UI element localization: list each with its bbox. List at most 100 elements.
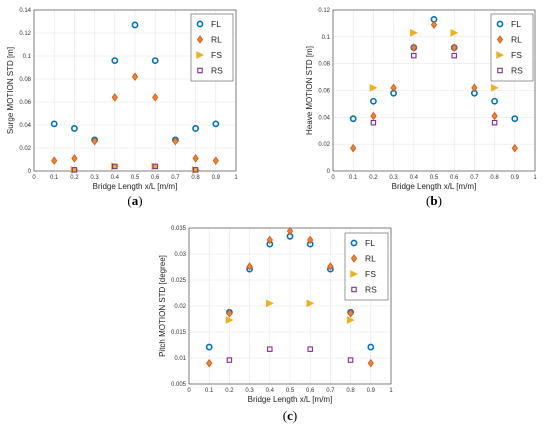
data-point-FL [71,125,78,132]
x-tick-label: 0 [331,175,335,181]
data-point-RS [347,357,354,363]
data-point-FL [511,115,519,123]
data-point-RL [172,136,179,146]
legend-marker-RS [197,67,203,74]
x-tick-label: 0.8 [346,388,355,394]
data-point-RL [266,235,273,245]
legend-label-FL: FL [365,238,375,248]
x-tick-label: 0.8 [490,175,499,181]
data-point-RS [112,163,118,170]
x-tick-label: 1 [389,388,393,394]
x-tick-label: 0.1 [349,175,358,181]
legend-label-FL: FL [211,19,221,29]
panel-caption: (c) [283,408,297,423]
y-tick-label: 0.12 [318,8,330,14]
data-point-FL [111,57,119,64]
chart-panel-b: 0 0.1 0.2 0.3 0.4 0.5 0.6 0.7 0.8 0.9 1 0 0.02 0.04 0.… [305,8,537,208]
data-point-RL [212,156,219,165]
x-tick-label: 0.1 [50,175,59,181]
legend-label-FS: FS [365,269,376,279]
data-point-RL [71,154,78,163]
data-point-RS [451,52,457,59]
data-point-FL [50,120,58,128]
data-point-FS [306,299,315,308]
data-point-RL [51,156,58,165]
x-tick-label: 0.6 [450,175,459,181]
x-axis-label: Bridge Length x/L [m/m] [248,395,333,404]
data-point-RL [111,93,118,102]
data-point-FL [349,115,357,123]
y-tick-label: 0.01 [174,356,186,362]
y-tick-label: 0.04 [318,115,330,121]
data-point-FL [491,97,498,105]
y-axis-label: Surge MOTION STD [m] [6,47,15,134]
legend-marker-FL [350,239,358,247]
x-tick-label: 0.6 [151,175,160,181]
y-tick-label: 0.015 [171,330,187,336]
data-point-FS [266,299,274,308]
data-point-FL [131,21,139,29]
y-tick-label: 0.12 [19,31,31,37]
data-point-RS [71,167,78,173]
data-point-RS [307,346,313,352]
x-tick-label: 0.5 [131,175,140,181]
y-tick-label: 0.02 [318,142,330,148]
legend-label-RL: RL [365,254,376,264]
x-tick-label: 0.8 [191,175,200,181]
y-tick-label: 0.005 [171,382,187,388]
legend-marker-FS [196,51,205,59]
x-tick-label: 0.7 [470,175,479,181]
legend-label-FL: FL [511,19,521,29]
x-axis-label: Bridge Length x/L [m/m] [93,182,178,191]
legend-marker-RL [350,254,358,263]
chart-panel-a: 0 0.1 0.2 0.3 0.4 0.5 0.6 0.7 0.8 0.9 1 0 0.02 0.04 0.… [6,8,238,208]
x-tick-label: 0.1 [205,388,214,394]
x-tick-label: 0.9 [511,175,520,181]
y-tick-label: 0.04 [19,123,31,129]
legend-marker-FS [496,51,505,59]
series-FS [369,28,499,92]
panel-caption: (a) [127,193,142,208]
axes-frame [332,9,536,172]
legend-label-RS: RS [511,66,523,76]
y-axis-label: Pitch MOTION STD [degree] [158,255,167,357]
legend-marker-RS [497,67,503,74]
legend-marker-FL [196,20,204,28]
data-point-FS [346,316,355,324]
x-tick-label: 1 [234,175,238,181]
data-point-RL [347,308,354,318]
axes-frame [33,9,237,172]
data-point-FS [225,316,234,324]
y-tick-label: 0.025 [171,278,187,284]
panel-caption: (b) [426,193,442,208]
data-point-FL [205,343,213,351]
data-point-RL [206,358,213,368]
y-tick-label: 0.035 [171,226,187,232]
data-point-FL [192,125,199,132]
legend-label-FS: FS [511,50,522,60]
chart-panel-c: 0 0.1 0.2 0.3 0.4 0.5 0.6 0.7 0.8 0.9 1 0.005 0.01 0.… [158,226,393,423]
x-tick-label: 0.5 [430,175,439,181]
legend-label-FS: FS [211,50,222,60]
data-point-RS [411,52,417,59]
data-point-RL [491,111,498,121]
legend-label-RS: RS [365,285,377,295]
data-point-RS [267,346,273,352]
series-RL [350,20,518,153]
data-point-RL [226,308,233,318]
series-RL [206,226,374,368]
data-point-FL [367,343,375,351]
data-point-RS [152,163,158,170]
x-tick-label: 0.7 [171,175,180,181]
series-FS [225,299,355,324]
y-tick-label: 0 [327,169,331,175]
y-axis-label: Heave MOTION STD [m] [305,46,314,135]
x-tick-label: 0.9 [212,175,221,181]
x-tick-label: 0 [187,388,191,394]
legend-marker-RS [351,286,357,293]
data-point-RL [430,20,438,30]
legend: FL RL FS RS [344,232,389,301]
y-tick-label: 0 [28,169,32,175]
data-point-RL [91,136,98,146]
